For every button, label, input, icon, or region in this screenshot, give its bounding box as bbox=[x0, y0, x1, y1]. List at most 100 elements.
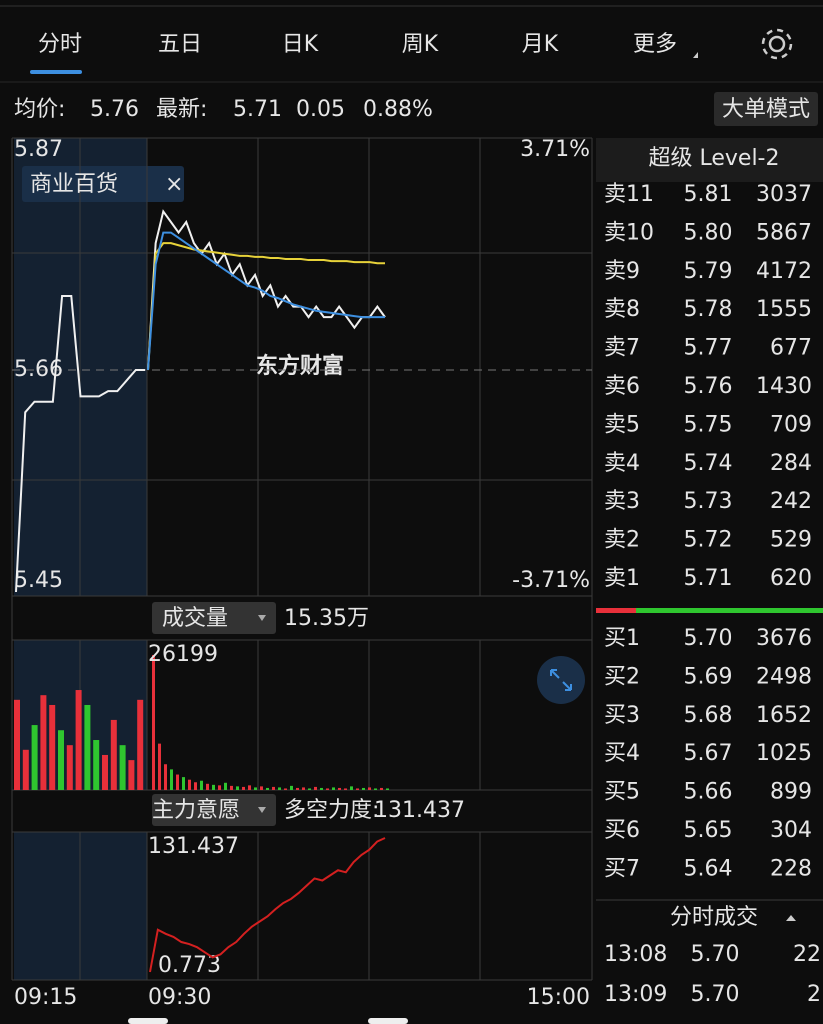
volume-bar bbox=[308, 788, 311, 790]
book-price: 5.64 bbox=[684, 856, 733, 881]
volume-bar bbox=[260, 786, 263, 790]
book-price: 5.70 bbox=[684, 626, 733, 651]
latest-label: 最新: bbox=[156, 97, 207, 122]
book-volume: 1025 bbox=[756, 741, 812, 766]
trade-price: 5.70 bbox=[691, 982, 740, 1007]
trade-volume: 2 bbox=[807, 982, 821, 1007]
volume-bar bbox=[230, 785, 233, 790]
volume-bar bbox=[164, 764, 167, 790]
tab[interactable]: 周K bbox=[402, 32, 439, 57]
book-volume: 1555 bbox=[756, 297, 812, 322]
book-price: 5.73 bbox=[684, 489, 733, 514]
force-metric-label: 多空力度: bbox=[284, 798, 379, 823]
book-price: 5.69 bbox=[684, 664, 733, 689]
book-price: 5.76 bbox=[684, 374, 733, 399]
volume-bar bbox=[356, 788, 359, 790]
book-volume: 620 bbox=[770, 566, 812, 591]
volume-bar bbox=[350, 786, 353, 790]
tab[interactable]: 五日 bbox=[158, 32, 202, 57]
book-price: 5.77 bbox=[684, 336, 733, 361]
trade-price: 5.70 bbox=[691, 942, 740, 967]
book-label: 卖1 bbox=[604, 566, 640, 591]
book-label: 卖4 bbox=[604, 451, 640, 476]
expand-button[interactable] bbox=[537, 656, 585, 704]
volume-bar bbox=[200, 780, 203, 790]
x-label: 09:30 bbox=[148, 985, 211, 1010]
book-price: 5.80 bbox=[684, 220, 733, 245]
volume-bar bbox=[22, 749, 29, 790]
volume-bar bbox=[93, 740, 100, 790]
volume-bar bbox=[158, 743, 161, 790]
volume-bar bbox=[314, 786, 317, 790]
book-volume: 284 bbox=[770, 451, 812, 476]
book-volume: 709 bbox=[770, 412, 812, 437]
dropdown-arrow bbox=[693, 52, 698, 58]
book-label: 卖11 bbox=[604, 182, 654, 207]
ratio-bar-sell bbox=[596, 608, 636, 613]
book-label: 卖10 bbox=[604, 220, 654, 245]
volume-bar bbox=[332, 787, 335, 790]
latest-value: 5.71 bbox=[233, 97, 282, 122]
settings-icon[interactable] bbox=[761, 28, 793, 60]
volume-bar bbox=[66, 745, 73, 790]
tab[interactable]: 分时 bbox=[38, 32, 82, 57]
book-label: 卖2 bbox=[604, 528, 640, 553]
volume-dropdown[interactable]: 成交量 bbox=[162, 606, 228, 631]
book-volume: 1652 bbox=[756, 703, 812, 728]
volume-bar bbox=[344, 788, 347, 790]
book-volume: 677 bbox=[770, 336, 812, 361]
book-volume: 5867 bbox=[756, 220, 812, 245]
tab[interactable]: 日K bbox=[282, 32, 319, 57]
book-price: 5.71 bbox=[684, 566, 733, 591]
volume-bar bbox=[272, 786, 275, 790]
volume-dropdown-bg[interactable] bbox=[152, 602, 276, 634]
volume-bar bbox=[49, 704, 56, 790]
book-price: 5.68 bbox=[684, 703, 733, 728]
volume-total: 15.35万 bbox=[284, 606, 369, 631]
trade-time: 13:09 bbox=[604, 982, 667, 1007]
book-label: 卖6 bbox=[604, 374, 640, 399]
volume-bar bbox=[102, 754, 108, 790]
volume-bar bbox=[290, 785, 293, 790]
force-dropdown-bg[interactable] bbox=[152, 794, 276, 826]
avg-label: 均价: bbox=[14, 97, 65, 122]
book-price: 5.78 bbox=[684, 297, 733, 322]
volume-bar bbox=[374, 788, 377, 790]
trade-time: 13:08 bbox=[604, 942, 667, 967]
change-value: 0.05 bbox=[296, 97, 345, 122]
mode-button-bg[interactable] bbox=[714, 92, 818, 126]
book-price: 5.72 bbox=[684, 528, 733, 553]
volume-bar bbox=[380, 787, 383, 790]
avg-value: 5.76 bbox=[90, 97, 139, 122]
book-price: 5.75 bbox=[684, 412, 733, 437]
volume-bar bbox=[14, 699, 20, 790]
volume-bar bbox=[266, 787, 269, 790]
x-label: 09:15 bbox=[14, 985, 77, 1010]
sector-tag[interactable]: 商业百货 bbox=[30, 172, 118, 197]
scroll-handle bbox=[128, 1018, 168, 1024]
volume-bar bbox=[84, 704, 91, 790]
mode-button[interactable]: 大单模式 bbox=[722, 97, 810, 122]
volume-bar bbox=[326, 788, 329, 790]
price-max: 5.87 bbox=[14, 137, 63, 162]
pct-max: 3.71% bbox=[520, 137, 590, 162]
price-line bbox=[147, 242, 385, 371]
volume-bar bbox=[31, 725, 38, 790]
tag-bg[interactable] bbox=[22, 166, 184, 202]
volume-bar bbox=[362, 787, 365, 790]
tag-close[interactable]: × bbox=[165, 172, 183, 197]
book-price: 5.66 bbox=[684, 780, 733, 805]
expand-icon bbox=[550, 669, 572, 691]
book-label: 买4 bbox=[604, 741, 640, 766]
x-label: 15:00 bbox=[527, 985, 590, 1010]
price-line bbox=[147, 231, 385, 371]
book-volume: 529 bbox=[770, 528, 812, 553]
force-line bbox=[149, 837, 386, 973]
tab[interactable]: 更多 bbox=[633, 32, 677, 57]
tab[interactable]: 月K bbox=[522, 32, 559, 57]
book-price: 5.65 bbox=[684, 818, 733, 843]
force-dropdown[interactable]: 主力意愿 bbox=[152, 798, 240, 823]
volume-max: 26199 bbox=[148, 642, 218, 667]
